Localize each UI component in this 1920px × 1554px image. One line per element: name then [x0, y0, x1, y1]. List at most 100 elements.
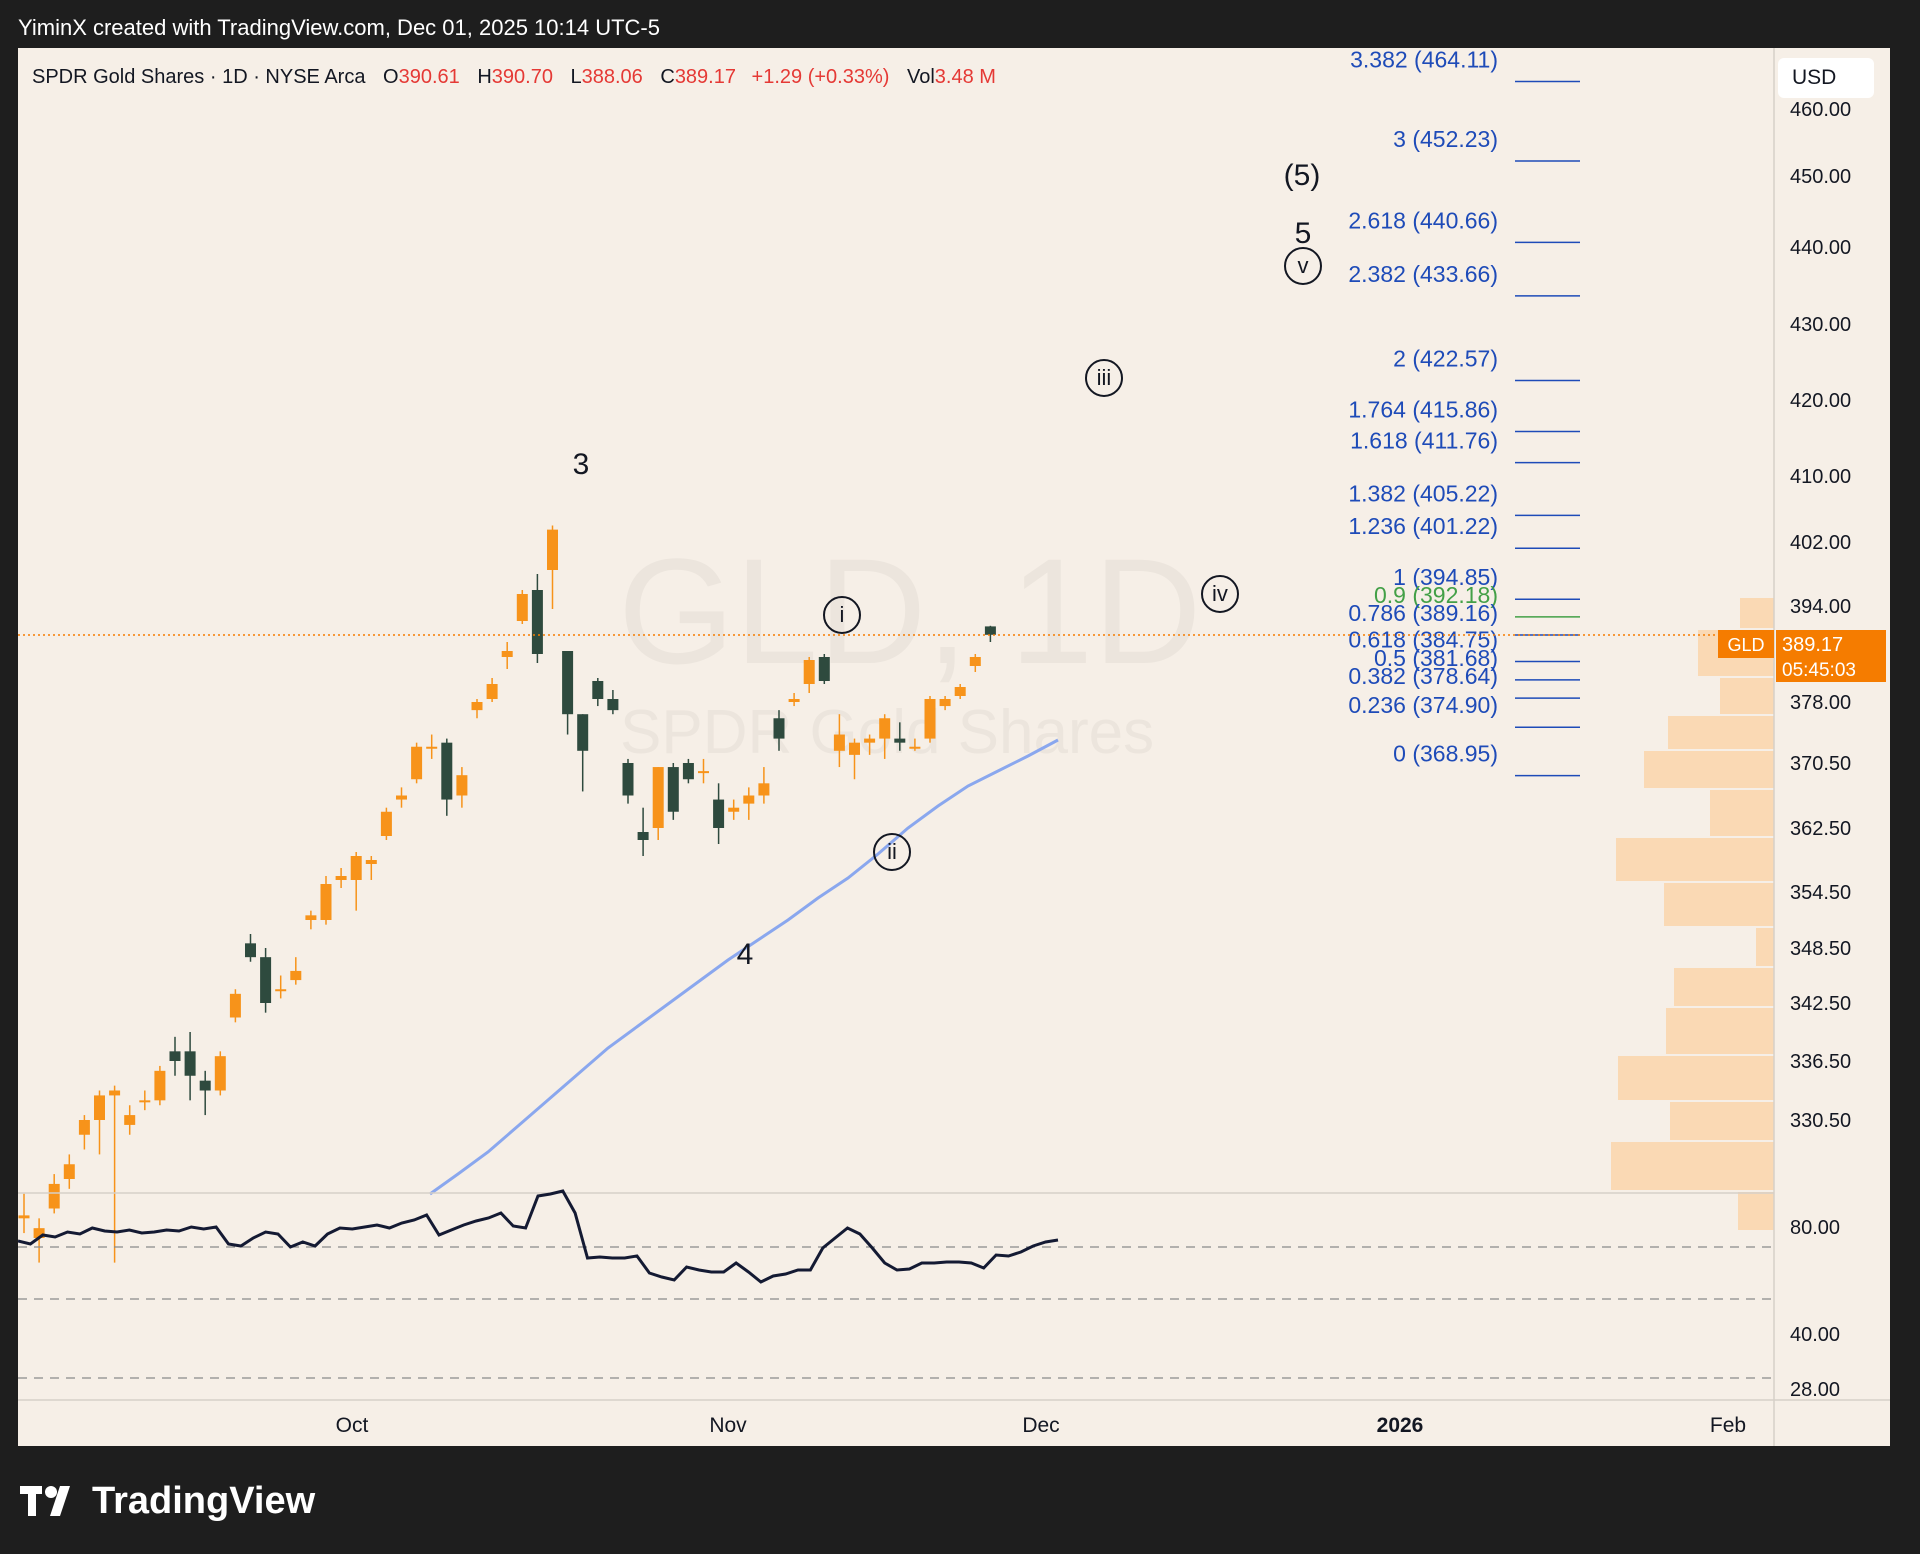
- candle: [78, 1115, 90, 1150]
- volume-profile-bar: [1666, 1008, 1774, 1054]
- candle-body: [229, 993, 241, 1018]
- wave-circle: [1085, 359, 1123, 397]
- price-axis-label: 370.50: [1790, 753, 1851, 775]
- candle: [154, 1065, 166, 1106]
- wave-label: i: [840, 602, 845, 627]
- price-axis-label: 378.00: [1790, 692, 1851, 714]
- candle-body: [728, 807, 740, 812]
- candle: [894, 722, 906, 751]
- candle-body: [622, 763, 634, 796]
- candle: [909, 738, 921, 751]
- fib-level: 0.786 (389.16): [1348, 600, 1580, 636]
- candle-body: [18, 1215, 30, 1219]
- fib-level: 0.236 (374.90): [1348, 692, 1580, 728]
- candle-body: [607, 699, 619, 711]
- candle-body: [924, 699, 936, 739]
- wave-circle: [1201, 575, 1239, 613]
- legend-open-label: O: [383, 66, 399, 88]
- rsi-axis-label: 80.00: [1790, 1217, 1840, 1239]
- candle: [260, 948, 272, 1013]
- candle: [531, 574, 543, 663]
- fib-level: 3.382 (464.11): [1350, 48, 1580, 83]
- candle-body: [471, 702, 483, 711]
- candle-body: [245, 943, 256, 958]
- fib-level: 0.5 (381.68): [1374, 645, 1580, 681]
- candle: [33, 1218, 45, 1263]
- fib-level: 1.618 (411.76): [1350, 428, 1580, 464]
- rsi-line: [18, 1189, 1059, 1284]
- legend-high-label: H: [477, 66, 491, 88]
- chart-caption-bar: YiminX created with TradingView.com, Dec…: [0, 0, 1920, 48]
- legend-vol-label: Vol: [907, 66, 935, 88]
- candle-body: [350, 856, 362, 880]
- candle: [365, 856, 377, 880]
- rsi-axis-label: 40.00: [1790, 1324, 1840, 1346]
- candle: [939, 696, 951, 711]
- chart-panel[interactable]: GLD, 1D SPDR Gold Shares 3.382 (464.11) 3…: [18, 48, 1890, 1446]
- candle-body: [260, 957, 272, 1003]
- candle: [109, 1085, 121, 1263]
- fib-level-label: 3 (452.23): [1393, 126, 1498, 152]
- ma-line: [429, 738, 1059, 1196]
- price-axis-label: 430.00: [1790, 314, 1851, 336]
- fib-level-label: 2.618 (440.66): [1348, 207, 1498, 233]
- price-axis-label: 460.00: [1790, 99, 1851, 121]
- fib-level: 0.382 (378.64): [1348, 663, 1580, 699]
- volume-profile-bar: [1618, 1056, 1774, 1100]
- candle-body: [577, 714, 589, 751]
- candle-body: [33, 1228, 45, 1238]
- chart-svg[interactable]: GLD, 1D SPDR Gold Shares 3.382 (464.11)3…: [18, 48, 1890, 1446]
- candle: [184, 1032, 196, 1101]
- candle-body: [939, 699, 951, 707]
- candle: [562, 651, 574, 735]
- rsi-pane[interactable]: [18, 1189, 1774, 1379]
- rsi-axis-label: 28.00: [1790, 1379, 1840, 1401]
- candle: [516, 590, 528, 624]
- fib-level: 3 (452.23): [1393, 126, 1580, 162]
- price-axis-label: 402.00: [1790, 532, 1851, 554]
- candle: [984, 625, 996, 642]
- candle-body: [818, 657, 830, 681]
- candle: [350, 852, 362, 911]
- candle: [607, 690, 619, 715]
- candles[interactable]: [18, 525, 996, 1263]
- volume-profile-bar: [1670, 1102, 1774, 1140]
- candle-body: [124, 1115, 136, 1125]
- candle: [214, 1051, 226, 1096]
- candle-body: [78, 1120, 90, 1135]
- price-axis-label: 420.00: [1790, 390, 1851, 412]
- legend-change: +1.29 (+0.33%): [752, 66, 890, 88]
- candle: [124, 1105, 136, 1135]
- candle: [698, 758, 709, 784]
- candle: [305, 910, 317, 930]
- wave-label: v: [1298, 253, 1309, 278]
- wave-label: 3: [573, 448, 590, 481]
- price-axis-label: 330.50: [1790, 1110, 1851, 1132]
- fib-level: 2.618 (440.66): [1348, 207, 1580, 244]
- volume-profile-bar: [1611, 1142, 1774, 1190]
- candle-body: [788, 699, 800, 702]
- fib-level: 1.764 (415.86): [1348, 396, 1580, 433]
- candle: [758, 767, 770, 804]
- candle-body: [592, 681, 604, 699]
- candle: [426, 734, 438, 759]
- candle: [743, 787, 755, 820]
- currency-button[interactable]: USD: [1778, 58, 1874, 98]
- price-tag-price: 389.17: [1782, 634, 1843, 656]
- candle-body: [864, 738, 876, 743]
- candle: [290, 957, 302, 985]
- volume-profile-bar: [1756, 928, 1774, 966]
- fib-level-label: 0.786 (389.16): [1348, 600, 1498, 626]
- candle-body: [682, 763, 694, 780]
- candle-body: [849, 742, 860, 755]
- wave-circle: [873, 833, 911, 871]
- candle-body: [275, 989, 287, 992]
- fib-extension[interactable]: 3.382 (464.11) 3 (452.23) 2.618 (440.66) 2.…: [1348, 48, 1580, 777]
- candle-body: [109, 1090, 121, 1096]
- candle-body: [758, 783, 770, 796]
- candle-body: [214, 1056, 226, 1091]
- candle-body: [773, 718, 785, 739]
- candle: [501, 642, 513, 669]
- candle: [924, 696, 936, 743]
